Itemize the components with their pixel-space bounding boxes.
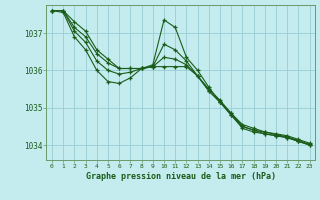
X-axis label: Graphe pression niveau de la mer (hPa): Graphe pression niveau de la mer (hPa) bbox=[86, 172, 276, 181]
